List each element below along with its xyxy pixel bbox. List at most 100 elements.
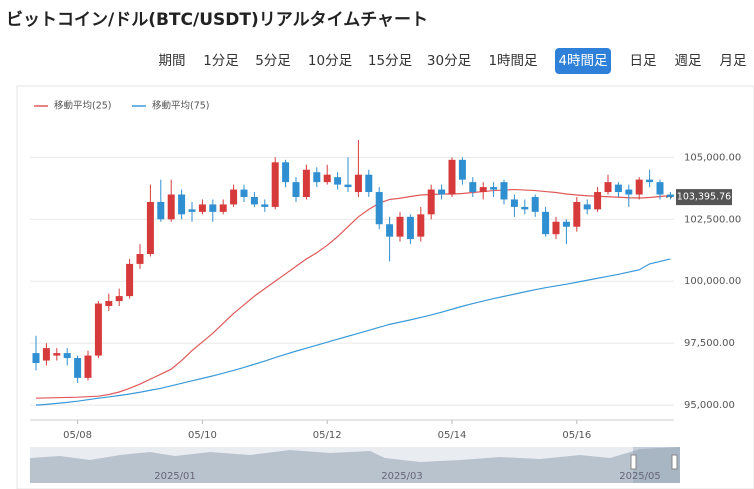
- candle-body: [552, 221, 560, 235]
- candle-body: [313, 172, 321, 183]
- candle-body: [458, 159, 466, 180]
- candle-body: [469, 182, 477, 193]
- tab[interactable]: 5分足: [255, 53, 291, 69]
- tab[interactable]: 日足: [630, 53, 658, 69]
- candle-body: [105, 301, 113, 307]
- candle-body: [126, 263, 134, 297]
- candle-body: [188, 209, 196, 212]
- chart-panel: [16, 85, 754, 489]
- candle-body: [157, 201, 165, 220]
- y-tick-label: 97,500.00: [684, 338, 735, 349]
- navigator: [30, 447, 680, 483]
- last-price-box: [676, 189, 732, 206]
- tab[interactable]: 15分足: [368, 53, 413, 69]
- candle-body: [448, 159, 456, 195]
- candle-body: [406, 216, 414, 240]
- candle-body: [583, 204, 591, 210]
- candle-body: [604, 182, 612, 193]
- x-tick-label: 05/12: [313, 430, 342, 441]
- candle-body: [178, 194, 186, 215]
- candle-body: [625, 189, 633, 195]
- candle-body: [479, 187, 487, 193]
- candle-body: [542, 211, 550, 235]
- navigator-label: 2025/01: [154, 471, 196, 482]
- tab[interactable]: 10分足: [308, 53, 353, 69]
- x-tick-label: 05/16: [562, 430, 591, 441]
- candle-body: [74, 358, 82, 378]
- last-price-label: 103,395.76: [677, 192, 731, 203]
- candle-body: [302, 169, 310, 197]
- y-tick-label: 95,000.00: [684, 400, 735, 411]
- candle-body: [167, 194, 175, 220]
- legend-label: 移動平均(75): [152, 100, 210, 112]
- candle-body: [614, 184, 622, 193]
- ma-line: [35, 258, 671, 406]
- tab[interactable]: 1時間足: [488, 53, 538, 69]
- candle-body: [63, 353, 71, 359]
- candle-body: [219, 204, 227, 212]
- candle-body: [562, 221, 570, 227]
- candle-body: [646, 179, 654, 183]
- candle-body: [344, 184, 352, 188]
- candle-body: [594, 192, 602, 210]
- period-label: 期間: [159, 53, 186, 69]
- y-tick-label: 105,000.00: [684, 152, 741, 163]
- candle-body: [250, 196, 258, 205]
- x-tick-label: 05/10: [188, 430, 217, 441]
- navigator-label: 2025/05: [619, 471, 661, 482]
- candle-body: [32, 353, 40, 364]
- candle-body: [656, 182, 664, 195]
- candle-body: [53, 353, 61, 356]
- y-tick-label: 102,500.00: [684, 214, 741, 225]
- candle-body: [271, 162, 279, 207]
- tab[interactable]: 4時間足: [558, 53, 608, 69]
- tab[interactable]: 週足: [675, 53, 703, 69]
- tab[interactable]: 月足: [720, 53, 748, 69]
- candle-body: [42, 348, 50, 361]
- candle-body: [334, 177, 342, 185]
- navigator-handle[interactable]: [630, 454, 637, 470]
- y-tick-label: 100,000.00: [684, 276, 741, 287]
- candle-body: [666, 194, 674, 197]
- candle-body: [396, 216, 404, 237]
- navigator-area: [30, 447, 680, 483]
- candle-body: [510, 199, 518, 207]
- candle-body: [635, 179, 643, 195]
- tab-active-bg: [555, 48, 611, 74]
- candle-body: [427, 189, 435, 215]
- candle-body: [136, 253, 144, 264]
- candle-body: [438, 189, 446, 195]
- candle-body: [386, 224, 394, 237]
- tab[interactable]: 1分足: [203, 53, 239, 69]
- candle-body: [417, 214, 425, 237]
- candle-body: [282, 162, 290, 183]
- x-tick-label: 05/14: [438, 430, 467, 441]
- navigator-label: 2025/03: [381, 471, 423, 482]
- legend-label: 移動平均(25): [54, 100, 112, 112]
- navigator-handle[interactable]: [671, 454, 678, 470]
- candle-body: [365, 174, 373, 193]
- candle-body: [531, 196, 539, 212]
- candle-body: [573, 201, 581, 227]
- candle-body: [323, 174, 331, 183]
- candle-body: [261, 204, 269, 207]
- candle-body: [230, 189, 238, 205]
- candle-body: [115, 296, 123, 302]
- candle-body: [354, 174, 362, 193]
- candle-body: [146, 201, 154, 254]
- candle-body: [490, 187, 498, 190]
- candle-body: [292, 182, 300, 197]
- candle-body: [500, 182, 508, 200]
- candle-body: [198, 204, 206, 212]
- x-tick-label: 05/08: [63, 430, 92, 441]
- page-title: ビットコイン/ドル(BTC/USDT)リアルタイムチャート: [6, 10, 428, 30]
- candle-body: [94, 303, 102, 356]
- tab[interactable]: 30分足: [427, 53, 472, 69]
- candle-body: [240, 189, 248, 197]
- ma-line: [35, 188, 671, 399]
- candle-body: [84, 355, 92, 378]
- candle-body: [375, 192, 383, 225]
- candle-body: [209, 204, 217, 212]
- candle-body: [521, 206, 529, 210]
